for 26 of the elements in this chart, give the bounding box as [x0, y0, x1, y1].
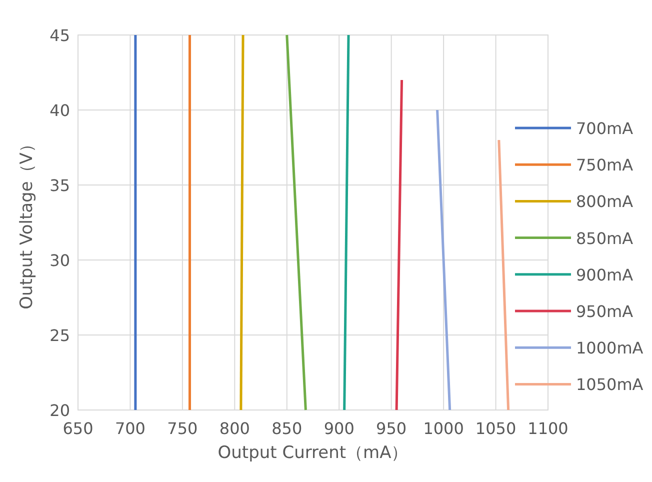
x-tick-label: 900 — [324, 419, 354, 438]
legend-label: 750mA — [576, 156, 634, 175]
legend-label: 900mA — [576, 265, 634, 284]
x-tick-label: 1100 — [528, 419, 568, 438]
legend-label: 950mA — [576, 302, 634, 321]
y-tick-label: 40 — [50, 101, 70, 120]
x-tick-label: 800 — [219, 419, 250, 438]
x-tick-label: 950 — [376, 419, 407, 438]
legend-label: 800mA — [576, 192, 634, 212]
y-tick-label: 25 — [50, 326, 70, 345]
x-tick-label: 1000 — [423, 419, 464, 438]
y-tick-label: 20 — [50, 401, 70, 420]
x-axis-title: Output Current（mA） — [218, 443, 408, 463]
x-tick-label: 1050 — [475, 419, 516, 438]
y-tick-label: 30 — [50, 251, 70, 270]
x-tick-label: 700 — [114, 419, 146, 438]
legend-label: 700mA — [576, 119, 634, 138]
x-tick-label: 650 — [62, 419, 94, 438]
x-tick-label: 750 — [167, 419, 198, 438]
y-axis-title: Output Voltage（V） — [17, 136, 37, 310]
legend-label: 1050mA — [576, 375, 644, 394]
legend-label: 850mA — [576, 228, 634, 248]
x-tick-label: 850 — [272, 419, 302, 438]
legend-label: 1000mA — [576, 338, 644, 358]
y-tick-label: 45 — [50, 26, 70, 45]
y-tick-label: 35 — [50, 176, 70, 195]
